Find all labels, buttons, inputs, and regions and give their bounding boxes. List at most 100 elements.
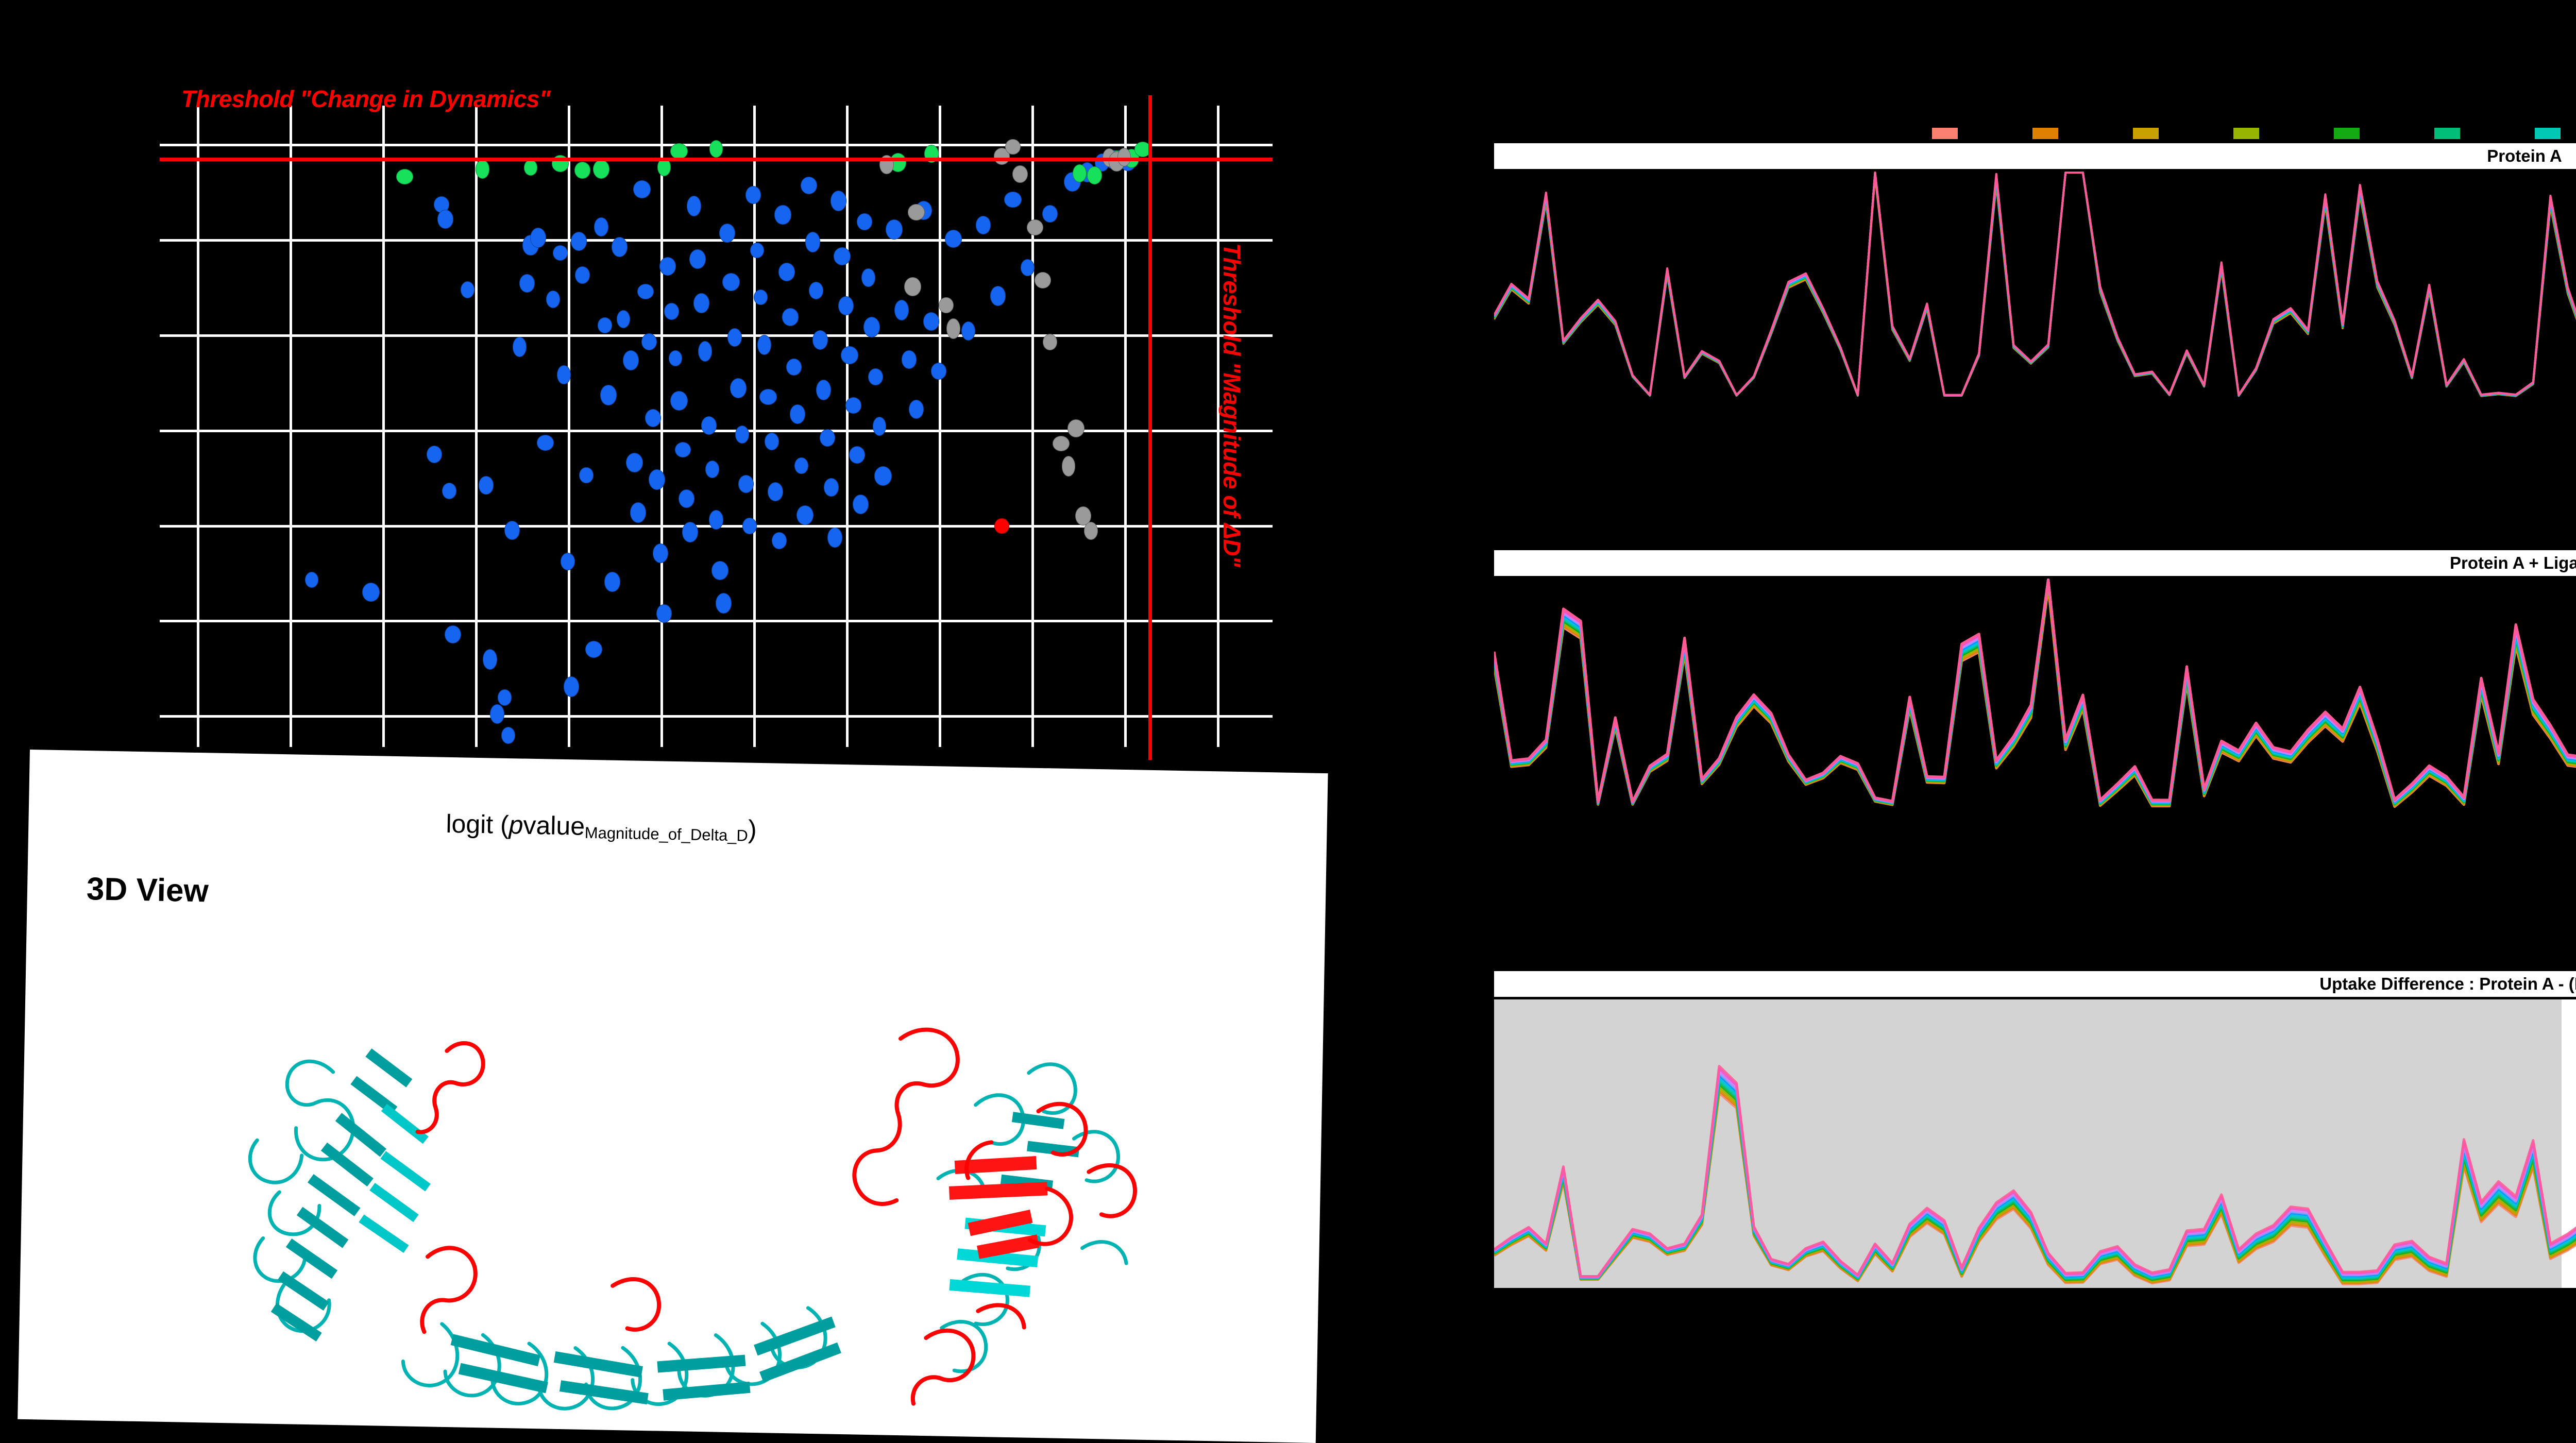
scatter-point-not-significant[interactable] (519, 274, 535, 293)
scatter-point-not-significant[interactable] (727, 328, 742, 347)
scatter-point-not-significant[interactable] (501, 727, 516, 744)
scatter-point-not-significant[interactable] (719, 224, 736, 243)
scatter-point-not-significant[interactable] (1021, 259, 1035, 276)
scatter-point-not-significant[interactable] (778, 263, 795, 281)
scatter-point-not-significant[interactable] (872, 416, 887, 436)
legend-swatch-1[interactable] (2032, 128, 2058, 139)
scatter-point-significant-increase[interactable] (1073, 164, 1087, 183)
scatter-point-not-significant[interactable] (838, 296, 854, 315)
scatter-point-no-coverage[interactable] (1117, 147, 1131, 166)
scatter-point-not-significant[interactable] (711, 561, 728, 580)
scatter-point-not-significant[interactable] (805, 232, 820, 252)
scatter-point-not-significant[interactable] (738, 475, 754, 494)
scatter-point-not-significant[interactable] (622, 350, 639, 370)
volcano-plot-area[interactable] (160, 95, 1273, 760)
scatter-point-not-significant[interactable] (670, 391, 688, 411)
scatter-point-not-significant[interactable] (759, 389, 777, 405)
scatter-point-no-coverage[interactable] (1034, 272, 1051, 288)
scatter-point-not-significant[interactable] (693, 293, 709, 313)
scatter-point-no-coverage[interactable] (1053, 435, 1070, 451)
scatter-point-not-significant[interactable] (750, 243, 764, 259)
scatter-point-no-coverage[interactable] (908, 203, 925, 221)
uptake-trace-1[interactable] (1494, 584, 2576, 809)
scatter-point-not-significant[interactable] (841, 346, 858, 365)
panel-protein-a-ligand[interactable]: Protein A + Ligand (1494, 550, 2576, 818)
scatter-point-not-significant[interactable] (594, 217, 608, 236)
scatter-point-not-significant[interactable] (641, 333, 657, 351)
scatter-point-not-significant[interactable] (656, 604, 672, 623)
scatter-point-not-significant[interactable] (490, 704, 505, 724)
scatter-point-no-coverage[interactable] (1061, 456, 1076, 477)
scatter-point-not-significant[interactable] (645, 409, 662, 428)
scatter-point-significant-increase[interactable] (523, 160, 538, 176)
scatter-point-not-significant[interactable] (868, 368, 883, 385)
scatter-point-no-coverage[interactable] (1067, 419, 1085, 437)
uptake-difference-svg[interactable] (1494, 999, 2576, 1288)
scatter-point-not-significant[interactable] (575, 266, 590, 284)
scatter-point-not-significant[interactable] (909, 399, 924, 419)
scatter-point-not-significant[interactable] (625, 452, 643, 472)
scatter-point-not-significant[interactable] (530, 227, 546, 248)
scatter-point-no-coverage[interactable] (939, 297, 954, 313)
scatter-point-not-significant[interactable] (861, 268, 875, 287)
protein-a-svg[interactable] (1494, 172, 2576, 409)
panel-protein-a-chart[interactable] (1494, 172, 2576, 409)
scatter-point-not-significant[interactable] (857, 213, 872, 231)
scatter-point-not-significant[interactable] (816, 380, 832, 401)
scatter-point-not-significant[interactable] (809, 281, 824, 299)
scatter-point-not-significant[interactable] (442, 483, 456, 499)
uptake-trace-0[interactable] (1494, 586, 2576, 810)
scatter-point-not-significant[interactable] (765, 433, 779, 451)
scatter-point-not-significant[interactable] (579, 467, 594, 484)
panel-protein-a[interactable]: Protein A (1494, 143, 2576, 411)
scatter-point-not-significant[interactable] (834, 247, 851, 265)
scatter-point-significant-increase[interactable] (1087, 166, 1103, 185)
scatter-point-not-significant[interactable] (362, 582, 380, 602)
scatter-point-not-significant[interactable] (664, 303, 679, 320)
scatter-point-not-significant[interactable] (782, 308, 799, 326)
scatter-point-not-significant[interactable] (698, 341, 712, 362)
scatter-point-not-significant[interactable] (794, 457, 808, 474)
volcano-plot-panel[interactable]: Threshold "Change in Dynamics" Threshold… (0, 0, 1340, 876)
legend-swatch-2[interactable] (2133, 128, 2159, 139)
scatter-point-not-significant[interactable] (616, 310, 631, 328)
scatter-point-significant-increase[interactable] (709, 140, 723, 158)
scatter-point-no-coverage[interactable] (1027, 219, 1044, 236)
scatter-point-not-significant[interactable] (585, 640, 603, 658)
panel-protein-a-ligand-chart[interactable] (1494, 579, 2576, 816)
scatter-point-not-significant[interactable] (600, 385, 617, 405)
scatter-point-not-significant[interactable] (742, 517, 757, 535)
scatter-point-not-significant[interactable] (715, 593, 732, 614)
scatter-point-no-coverage[interactable] (946, 318, 961, 339)
scatter-point-not-significant[interactable] (853, 494, 869, 515)
scatter-point-not-significant[interactable] (886, 219, 903, 240)
scatter-point-significant-increase[interactable] (574, 162, 591, 179)
scatter-point-not-significant[interactable] (812, 330, 828, 350)
scatter-point-not-significant[interactable] (652, 543, 669, 564)
scatter-point-significant-increase[interactable] (396, 169, 413, 185)
scatter-point-not-significant[interactable] (482, 649, 497, 670)
scatter-point-not-significant[interactable] (460, 281, 475, 299)
scatter-point-not-significant[interactable] (570, 232, 587, 251)
uptake-trace-12[interactable] (1494, 1065, 2576, 1278)
scatter-point-no-coverage[interactable] (1005, 139, 1021, 155)
uptake-trace-12[interactable] (1494, 579, 2576, 803)
scatter-point-not-significant[interactable] (557, 365, 571, 385)
scatter-point-not-significant[interactable] (800, 177, 818, 195)
three-d-view-card[interactable]: logit (pvalueMagnitude_of_Delta_D) 3D Vi… (18, 750, 1328, 1443)
scatter-point-not-significant[interactable] (774, 205, 791, 225)
scatter-point-not-significant[interactable] (682, 522, 699, 543)
scatter-point-not-significant[interactable] (902, 350, 917, 369)
scatter-point-not-significant[interactable] (612, 237, 628, 258)
legend-swatch-5[interactable] (2434, 128, 2460, 139)
scatter-point-not-significant[interactable] (975, 215, 991, 234)
scatter-point-not-significant[interactable] (637, 284, 654, 300)
scatter-point-not-significant[interactable] (945, 230, 962, 248)
scatter-point-not-significant[interactable] (768, 482, 784, 502)
scatter-point-not-significant[interactable] (930, 362, 947, 380)
panel-uptake-difference[interactable]: Uptake Difference : Protein A - (Protein… (1494, 971, 2576, 1291)
scatter-point-not-significant[interactable] (923, 312, 940, 331)
scatter-point-not-significant[interactable] (796, 505, 814, 525)
scatter-point-not-significant[interactable] (444, 625, 461, 644)
scatter-point-not-significant[interactable] (604, 572, 620, 592)
